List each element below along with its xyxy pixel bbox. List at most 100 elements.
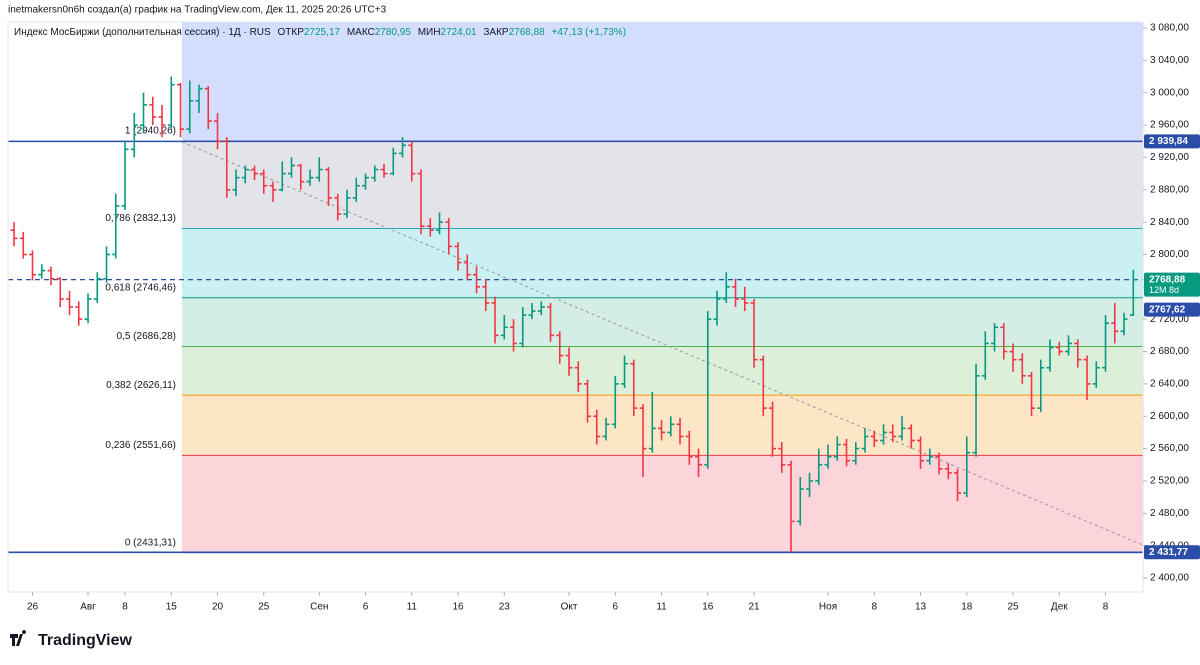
ohlc-bar [1111, 303, 1119, 344]
ohlc-bar [796, 476, 804, 526]
ohlc-bar [1009, 343, 1017, 372]
legend: Индекс МосБиржи (дополнительная сессия) … [14, 27, 626, 38]
ohlc-bar [426, 218, 434, 237]
fib-label: 0,382 (2626,11) [106, 380, 176, 391]
ohlc-bar [408, 141, 416, 182]
legend-title: Индекс МосБиржи (дополнительная сессия) … [14, 27, 271, 38]
fib-band [182, 141, 1143, 229]
fib-band [182, 346, 1143, 396]
ohlc-bar [556, 331, 564, 364]
x-tick-label: Ноя [819, 602, 837, 613]
ohlc-bar [732, 278, 740, 308]
ohlc-bar [93, 272, 101, 304]
ohlc-bar [704, 311, 712, 469]
ohlc-bar [1046, 339, 1054, 372]
plot-area [8, 140, 1143, 554]
legend-low-label: МИН [418, 27, 441, 38]
ohlc-bar [38, 264, 46, 279]
ohlc-bar [769, 401, 777, 457]
ohlc-bar [639, 404, 647, 477]
ohlc-bar [417, 169, 425, 235]
ohlc-bar [288, 157, 296, 178]
ohlc-bar [722, 272, 730, 304]
price-label-text: 2768,88 [1149, 274, 1186, 285]
y-tick-label: 2 880,00 [1150, 184, 1189, 195]
ohlc-bar [991, 323, 999, 352]
ohlc-bar [167, 76, 175, 130]
x-tick-label: 15 [166, 602, 178, 613]
ohlc-bar [158, 104, 166, 138]
ohlc-bar [1028, 371, 1036, 417]
ohlc-bar [870, 430, 878, 447]
ohlc-bar [482, 278, 490, 312]
ohlc-bar [463, 254, 471, 281]
ohlc-bar [454, 242, 462, 271]
legend-low: 2724,01 [440, 27, 477, 38]
x-tick-label: 21 [748, 602, 760, 613]
ohlc-bar [473, 266, 481, 294]
x-tick-label: Окт [561, 602, 578, 613]
x-tick-label: 8 [122, 602, 128, 613]
ohlc-bar [824, 444, 832, 469]
ohlc-bar [593, 409, 601, 445]
ohlc-bar [103, 246, 111, 283]
ohlc-bar [889, 424, 897, 443]
ohlc-bar [269, 181, 277, 202]
ohlc-bar [251, 165, 259, 181]
author-line: inetmakersn0n6h создал(а) график на Trad… [8, 4, 387, 16]
ohlc-bar [907, 424, 915, 449]
ohlc-bar [972, 363, 980, 457]
ohlc-bar [195, 84, 203, 113]
price-label-2-box [1144, 302, 1200, 317]
x-tick-label: 20 [212, 602, 224, 613]
x-tick-label: 8 [1103, 602, 1109, 613]
ohlc-bar [352, 177, 360, 202]
ohlc-bar [630, 359, 638, 417]
x-tick-label: 25 [258, 602, 270, 613]
ohlc-bar [528, 303, 536, 320]
ohlc-bar [186, 80, 194, 134]
ohlc-bar [232, 169, 240, 197]
ohlc-bar [10, 222, 18, 247]
fibonacci-retracement: 1 (2940,26) 0,786 (2832,13) 0,618 (2746,46… [105, 22, 1143, 554]
ohlc-bar [537, 301, 545, 316]
ohlc-bar [917, 436, 925, 469]
ohlc-bar [278, 161, 286, 192]
ohlc-bar [389, 147, 397, 176]
x-tick-label: Дек [1051, 602, 1068, 613]
ohlc-bar [29, 250, 37, 281]
ohlc-bar [371, 165, 379, 182]
ohlc-bars [10, 76, 1137, 553]
ohlc-bar [84, 293, 92, 324]
y-tick-label: 2 920,00 [1150, 152, 1189, 163]
y-tick-label: 2 520,00 [1150, 476, 1189, 487]
ohlc-bar [1055, 341, 1063, 356]
fib-label: 0,786 (2832,13) [105, 213, 176, 224]
ohlc-bar [611, 375, 619, 429]
ohlc-bar [926, 448, 934, 465]
ohlc-bar [935, 452, 943, 475]
ohlc-bar [306, 169, 314, 186]
ohlc-bar [121, 141, 129, 210]
ohlc-bar [574, 361, 582, 392]
ohlc-bar [565, 347, 573, 376]
price-label-box [1144, 272, 1200, 297]
logo-icon [10, 630, 27, 646]
ohlc-bar [1102, 315, 1110, 372]
ohlc-bar [315, 157, 323, 182]
ohlc-bar [334, 193, 342, 221]
ohlc-bar [47, 266, 55, 286]
ohlc-bar [325, 167, 333, 206]
fib-label: 0,236 (2551,66) [105, 440, 176, 451]
ohlc-bar [177, 83, 185, 138]
fib-label: 0 (2431,31) [125, 537, 176, 548]
hline-label-box [1144, 134, 1200, 149]
ohlc-bar [741, 286, 749, 312]
ohlc-bar [602, 417, 610, 441]
ohlc-bar [787, 460, 795, 553]
x-tick-label: 8 [872, 602, 878, 613]
ohlc-bar [1018, 353, 1026, 384]
fib-band [182, 228, 1143, 298]
ohlc-bar [241, 165, 249, 184]
